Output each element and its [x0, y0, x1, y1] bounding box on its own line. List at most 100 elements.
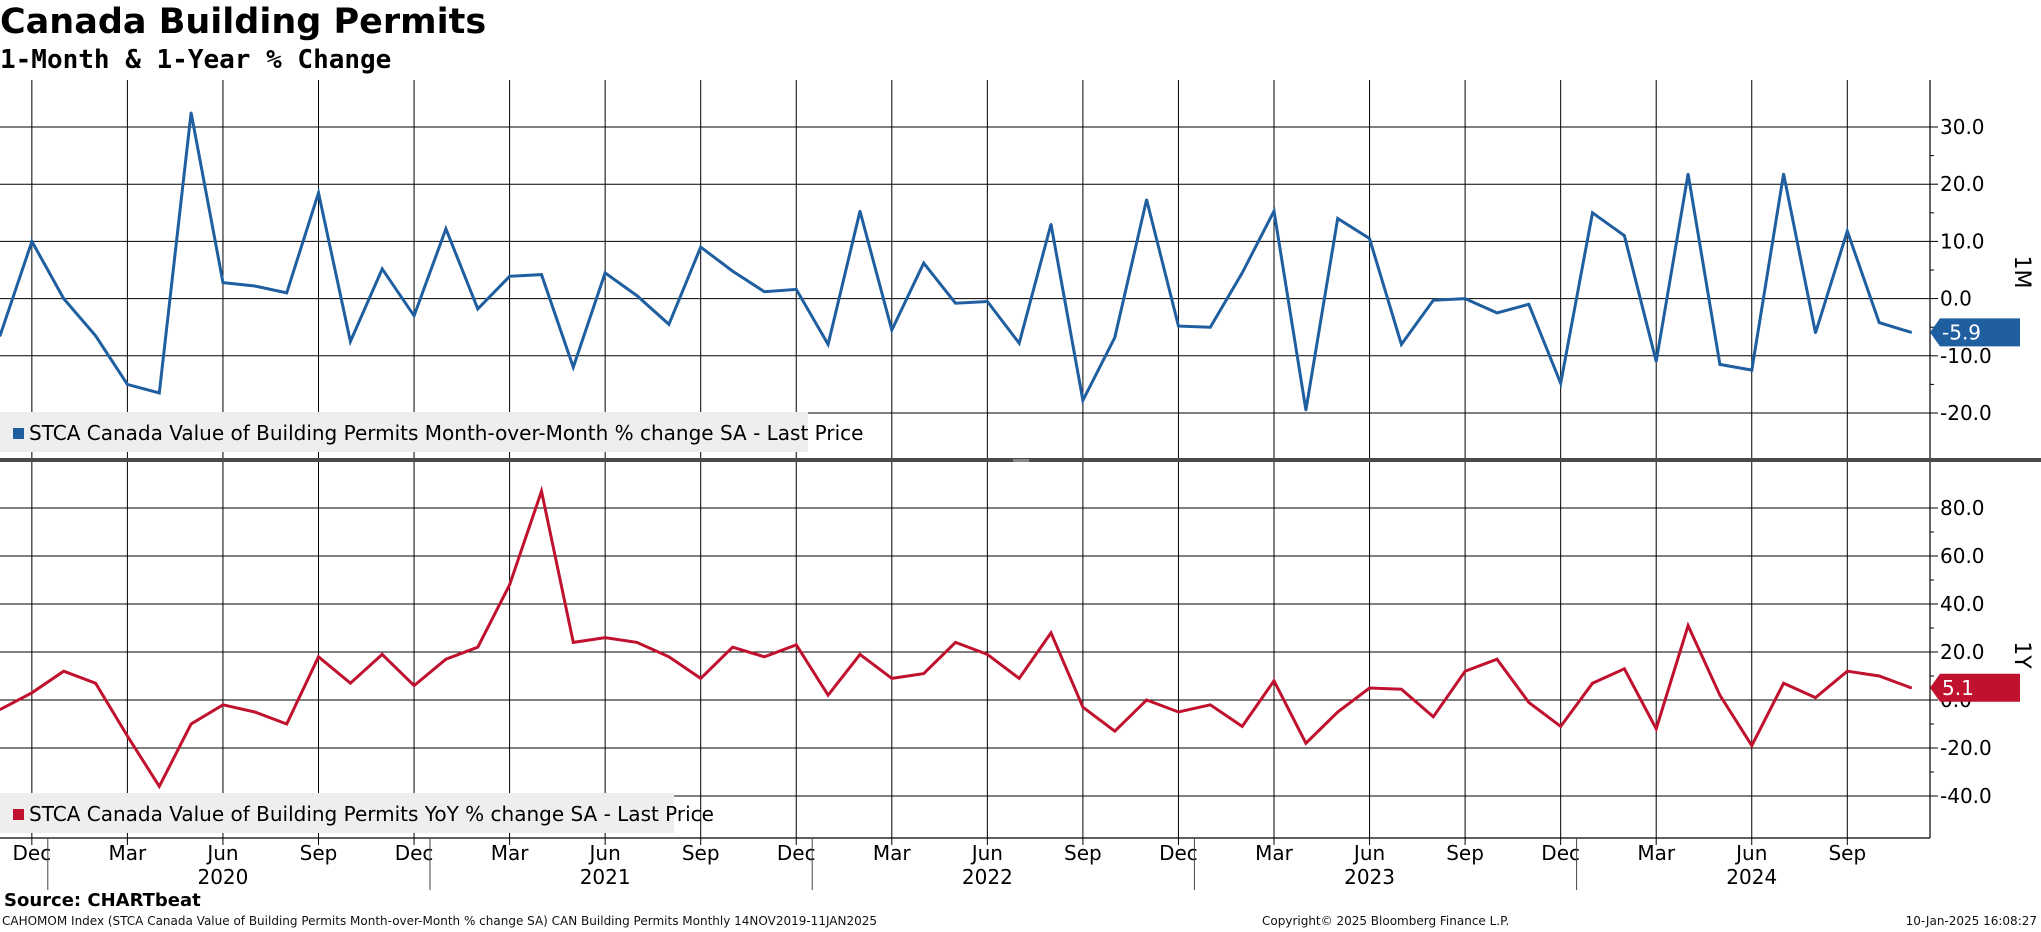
x-month-label: Mar	[873, 841, 912, 865]
source-note: Source: CHARTbeat	[4, 890, 201, 911]
mom-data-point	[1782, 172, 1785, 176]
yoy-data-point	[1049, 631, 1053, 634]
yoy-data-point	[158, 785, 161, 788]
footer-copyright: Copyright© 2025 Bloomberg Finance L.P.	[1262, 914, 1510, 928]
mom-data-point	[1846, 229, 1849, 233]
yoy-data-point	[635, 641, 639, 644]
yoy-data-point	[954, 641, 957, 644]
yoy-ytick-label: 60.0	[1940, 544, 1985, 568]
mom-data-point	[572, 366, 575, 369]
yoy-data-point	[1240, 725, 1244, 728]
yoy-last-value-tag: 5.1	[1930, 673, 2020, 702]
mom-data-point	[1240, 271, 1244, 275]
mom-ytick-label: 0.0	[1940, 287, 1972, 311]
yoy-ytick-label: -20.0	[1940, 736, 1992, 760]
footer-index-description: CAHOMOM Index (STCA Canada Value of Buil…	[2, 914, 878, 928]
yoy-data-point	[1559, 725, 1562, 728]
mom-ytick-label: 30.0	[1940, 115, 1985, 139]
yoy-data-point	[1909, 686, 1913, 689]
x-month-label: Mar	[491, 841, 530, 865]
mom-last-value-box	[1930, 318, 2020, 347]
mom-legend-label: STCA Canada Value of Building Permits Mo…	[29, 421, 863, 445]
yoy-data-point	[412, 684, 416, 687]
yoy-points	[0, 490, 1913, 788]
mom-data-point	[158, 391, 161, 395]
axis-labels-group: Dec Mar Jun Sep Dec Mar Jun Sep Dec Mar Jun Sep Dec M…	[0, 837, 1930, 890]
yoy-data-point	[890, 677, 893, 680]
yoy-data-point	[699, 677, 702, 680]
yoy-data-point	[444, 658, 448, 661]
mom-data-point	[1400, 343, 1403, 346]
yoy-data-point	[221, 703, 225, 706]
yoy-data-point	[1400, 688, 1403, 691]
mom-data-point	[922, 261, 925, 265]
mom-data-point	[540, 273, 543, 276]
yoy-data-point	[508, 583, 511, 586]
yoy-data-point	[62, 670, 65, 673]
mom-data-point	[126, 383, 129, 386]
mom-legend: STCA Canada Value of Building Permits Mo…	[0, 412, 863, 452]
yoy-data-point	[1877, 674, 1881, 678]
yoy-data-point	[1686, 624, 1690, 627]
yoy-data-point	[1655, 727, 1658, 730]
mom-data-point	[317, 191, 320, 194]
mom-data-point	[1750, 368, 1753, 372]
mom-data-point	[603, 271, 607, 275]
yoy-data-point	[94, 682, 97, 685]
mom-data-point	[795, 288, 798, 291]
mom-legend-swatch	[13, 428, 24, 439]
mom-data-point	[94, 334, 97, 337]
mom-data-point	[1814, 331, 1817, 335]
mom-data-point	[381, 267, 384, 271]
mom-data-point	[412, 314, 416, 317]
mom-panel: 30.0 20.0 10.0 0.0 -10.0 -20.0 -5.9 1M STCA Cana…	[0, 80, 2034, 459]
mom-data-point	[1559, 382, 1562, 385]
mom-data-point	[1113, 336, 1116, 339]
mom-series-line	[0, 112, 1912, 411]
mom-data-point	[954, 301, 957, 305]
yoy-legend-bg	[0, 793, 674, 833]
yoy-axis-title: 1Y	[2009, 641, 2034, 669]
mom-data-point	[1495, 311, 1499, 315]
yoy-data-point	[1432, 715, 1435, 718]
mom-data-point	[1209, 326, 1212, 329]
mom-data-point	[1718, 363, 1722, 366]
chart-subtitle: 1-Month & 1-Year % Change	[0, 45, 392, 75]
x-year-label: 2022	[962, 865, 1013, 889]
mom-data-point	[476, 307, 479, 311]
yoy-data-point	[0, 708, 2, 711]
mom-ytick-label: 10.0	[1940, 229, 1985, 253]
yoy-data-point	[1623, 667, 1626, 670]
x-month-label: Jun	[1352, 841, 1385, 865]
yoy-data-point	[253, 710, 256, 714]
mom-data-point	[890, 328, 893, 332]
mom-data-point	[1145, 198, 1148, 201]
x-year-label: 2020	[197, 865, 248, 889]
yoy-data-point	[30, 691, 34, 694]
mom-data-point	[189, 111, 193, 114]
yoy-data-point	[667, 655, 671, 658]
yoy-data-point	[1463, 670, 1467, 673]
mom-data-point	[1018, 342, 1021, 345]
mom-data-point	[763, 290, 766, 293]
mom-data-point	[0, 334, 2, 337]
mom-ytick-label: -10.0	[1940, 344, 1992, 368]
yoy-data-point	[1209, 703, 1212, 706]
yoy-data-point	[1591, 682, 1594, 685]
x-month-label: Dec	[777, 841, 816, 865]
x-month-label: Jun	[970, 841, 1003, 865]
yoy-series-line	[0, 485, 1912, 790]
mom-data-point	[1049, 223, 1053, 226]
yoy-data-point	[922, 672, 925, 675]
yoy-data-point	[795, 643, 798, 646]
yoy-data-point	[763, 655, 766, 658]
yoy-data-point	[285, 722, 288, 726]
yoy-data-point	[1368, 686, 1371, 690]
mom-data-point	[1686, 172, 1690, 176]
mom-data-point	[253, 284, 256, 288]
yoy-ytick-label: 80.0	[1940, 496, 1985, 520]
mom-data-point	[444, 227, 448, 231]
mom-data-point	[986, 300, 989, 303]
panel-divider-handle	[1013, 459, 1029, 462]
